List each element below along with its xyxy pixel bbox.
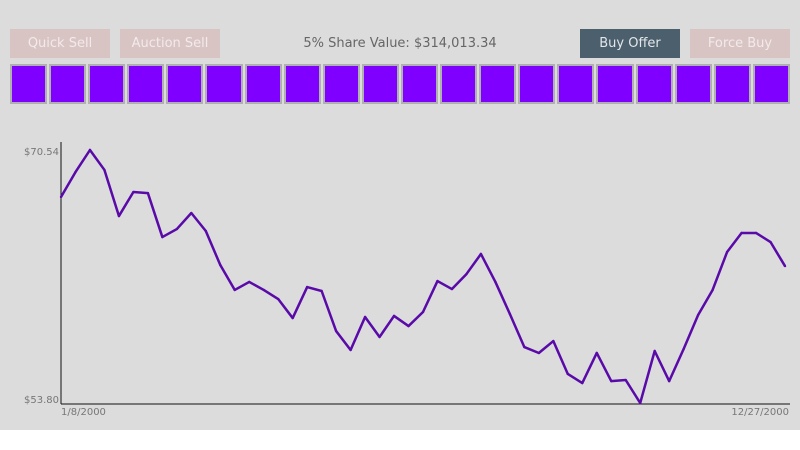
data-point xyxy=(161,235,164,239)
share-slot[interactable] xyxy=(713,64,751,104)
share-slot[interactable] xyxy=(244,64,282,104)
data-point xyxy=(277,297,280,301)
data-point xyxy=(320,289,323,293)
data-point xyxy=(450,287,454,291)
data-point xyxy=(740,231,743,235)
y-max-label: $70.54 xyxy=(24,147,59,158)
data-point xyxy=(305,285,309,289)
y-min-label: $53.80 xyxy=(24,395,59,406)
data-point xyxy=(667,379,671,383)
data-point xyxy=(74,170,77,174)
data-point xyxy=(204,229,207,233)
share-slot[interactable] xyxy=(557,64,595,104)
data-point xyxy=(175,227,179,231)
data-point xyxy=(59,195,63,199)
share-slot[interactable] xyxy=(322,64,360,104)
data-point xyxy=(334,329,338,333)
share-value-label: 5% Share Value: $314,013.34 xyxy=(303,36,497,51)
data-point xyxy=(88,148,92,152)
share-slot[interactable] xyxy=(596,64,634,104)
data-point xyxy=(508,312,512,316)
data-point xyxy=(653,349,656,353)
share-slot[interactable] xyxy=(518,64,556,104)
share-slot[interactable] xyxy=(283,64,321,104)
data-point xyxy=(146,191,150,195)
data-point xyxy=(696,313,700,317)
quick-sell-button[interactable]: Quick Sell xyxy=(10,29,110,58)
data-point xyxy=(436,279,439,283)
share-slot[interactable] xyxy=(400,64,439,104)
data-point xyxy=(479,252,483,256)
data-point xyxy=(392,314,396,318)
share-slot[interactable] xyxy=(674,64,712,104)
app-window: Quick Sell Auction Sell 5% Share Value: … xyxy=(0,0,800,430)
share-slot[interactable] xyxy=(440,64,478,104)
share-slot[interactable] xyxy=(479,64,517,104)
data-point xyxy=(624,378,627,382)
x-end-label: 12/27/2000 xyxy=(731,407,789,418)
data-point xyxy=(682,347,685,351)
data-point xyxy=(552,339,555,343)
data-point xyxy=(248,280,251,284)
data-point xyxy=(610,379,613,383)
data-point xyxy=(523,345,526,349)
data-point xyxy=(262,288,265,292)
data-point xyxy=(117,214,121,218)
data-point xyxy=(769,240,772,244)
share-slot[interactable] xyxy=(88,64,126,104)
data-point xyxy=(219,263,222,267)
data-point xyxy=(537,351,541,355)
share-slot[interactable] xyxy=(166,64,204,104)
data-point xyxy=(378,335,381,339)
force-buy-button[interactable]: Force Buy xyxy=(690,29,790,58)
share-slot[interactable] xyxy=(635,64,673,104)
data-point xyxy=(494,280,497,284)
data-point xyxy=(190,211,193,215)
data-point xyxy=(363,315,367,319)
share-slot[interactable] xyxy=(127,64,165,104)
share-slot[interactable] xyxy=(205,64,243,104)
price-chart: $70.54 $53.80 1/8/2000 12/27/2000 xyxy=(24,142,790,418)
data-point xyxy=(566,372,569,376)
share-slot[interactable] xyxy=(752,64,790,104)
buy-offer-button[interactable]: Buy Offer xyxy=(580,29,680,58)
auction-sell-button[interactable]: Auction Sell xyxy=(120,29,220,58)
share-slot[interactable] xyxy=(361,64,399,104)
data-point xyxy=(754,231,758,235)
price-line xyxy=(59,148,787,405)
x-start-label: 1/8/2000 xyxy=(61,407,106,418)
data-point xyxy=(783,264,787,268)
share-slot[interactable] xyxy=(10,64,48,104)
data-point xyxy=(581,381,584,385)
data-point xyxy=(421,310,425,314)
data-point xyxy=(465,272,468,276)
data-point xyxy=(725,250,729,254)
data-point xyxy=(132,190,135,194)
data-point xyxy=(595,351,598,355)
data-point xyxy=(233,288,236,292)
data-point xyxy=(103,168,106,172)
share-slot[interactable] xyxy=(49,64,87,104)
share-slots xyxy=(10,64,790,104)
data-point xyxy=(291,316,294,320)
data-point xyxy=(639,401,642,405)
data-point xyxy=(349,348,352,352)
data-point xyxy=(407,324,410,328)
data-point xyxy=(711,288,714,292)
